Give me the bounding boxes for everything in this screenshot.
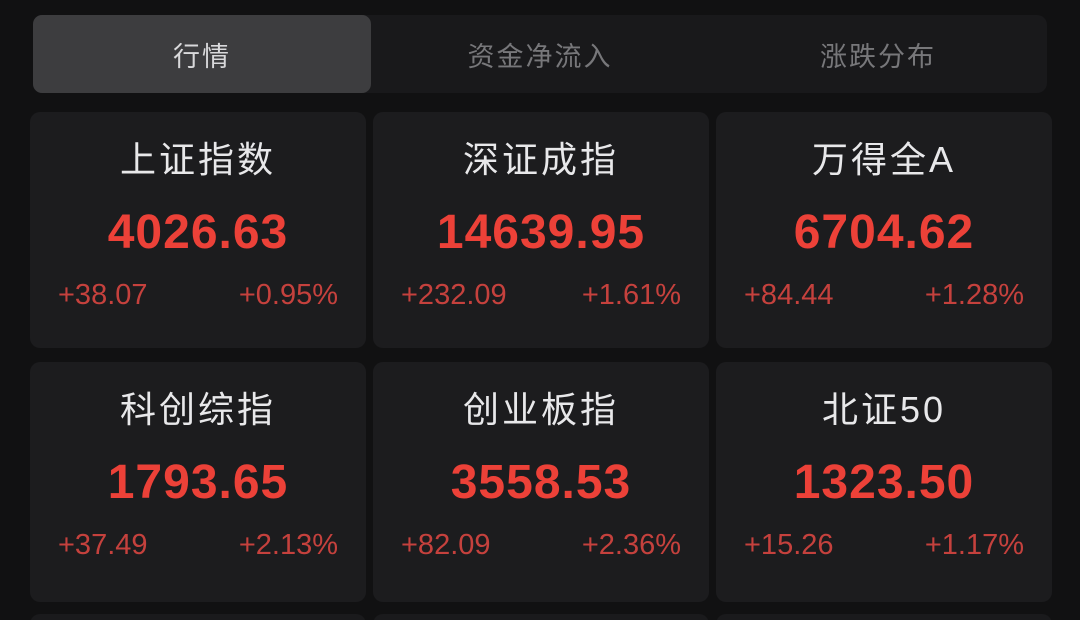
tab-updown-distribution[interactable]: 涨跌分布 [820,41,936,72]
index-change: +38.07 [58,279,148,311]
index-name: 北证50 [821,389,947,430]
index-change: +15.26 [744,529,834,561]
index-change-pct: +1.17% [924,529,1024,561]
tab-net-capital-inflow[interactable]: 资金净流入 [467,41,613,72]
index-change-row: +232.09 +1.61% [401,277,681,313]
index-name: 深证成指 [462,139,619,180]
index-change-pct: +2.36% [581,529,681,561]
index-value: 1323.50 [793,456,975,509]
next-row-card-stub [716,614,1052,620]
index-card-bse50[interactable]: 北证50 1323.50 +15.26 +1.17% [716,362,1052,602]
next-row-card-stub [373,614,709,620]
index-card-wind-all-a[interactable]: 万得全A 6704.62 +84.44 +1.28% [716,112,1052,348]
index-change-pct: +2.13% [238,529,338,561]
next-row-cards-cutoff [30,614,1052,620]
index-change-pct: +0.95% [238,279,338,311]
tab-quotes[interactable]: 行情 [33,15,371,93]
index-change-pct: +1.28% [924,279,1024,311]
index-value: 6704.62 [793,206,975,259]
index-value: 3558.53 [450,456,632,509]
tab-bar: 行情 资金净流入 涨跌分布 [33,15,1047,93]
index-value: 14639.95 [436,206,646,259]
index-name: 科创综指 [119,389,276,430]
index-name: 上证指数 [119,139,276,180]
index-change: +82.09 [401,529,491,561]
index-change: +232.09 [401,279,507,311]
index-change-row: +38.07 +0.95% [58,277,338,313]
index-change-row: +15.26 +1.17% [744,527,1024,563]
index-change-pct: +1.61% [581,279,681,311]
index-value: 4026.63 [107,206,289,259]
index-card-star-composite[interactable]: 科创综指 1793.65 +37.49 +2.13% [30,362,366,602]
index-card-sse-composite[interactable]: 上证指数 4026.63 +38.07 +0.95% [30,112,366,348]
index-name: 创业板指 [462,389,619,430]
next-row-card-stub [30,614,366,620]
index-card-grid: 上证指数 4026.63 +38.07 +0.95% 深证成指 14639.95… [30,112,1052,602]
index-name: 万得全A [811,139,956,180]
index-change: +37.49 [58,529,148,561]
index-change-row: +82.09 +2.36% [401,527,681,563]
index-change-row: +37.49 +2.13% [58,527,338,563]
index-change: +84.44 [744,279,834,311]
index-card-chinext[interactable]: 创业板指 3558.53 +82.09 +2.36% [373,362,709,602]
index-value: 1793.65 [107,456,289,509]
index-change-row: +84.44 +1.28% [744,277,1024,313]
index-card-szse-component[interactable]: 深证成指 14639.95 +232.09 +1.61% [373,112,709,348]
